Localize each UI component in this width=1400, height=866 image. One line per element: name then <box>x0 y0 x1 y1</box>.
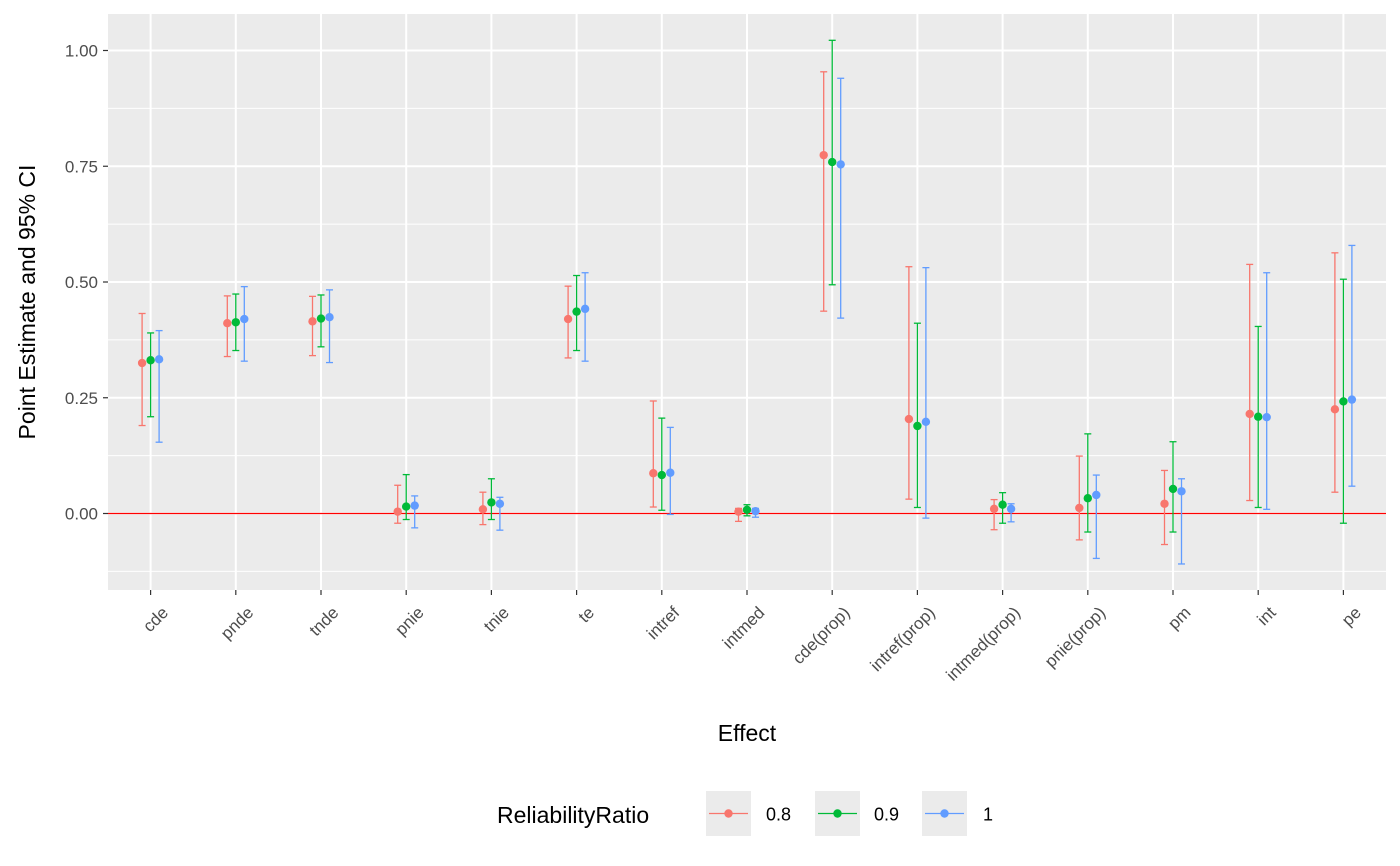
x-tick-label: int <box>1254 603 1280 629</box>
data-point <box>146 356 155 365</box>
data-point <box>308 317 317 326</box>
y-tick-label: 0.75 <box>65 157 98 176</box>
data-point <box>487 498 496 507</box>
data-point <box>913 421 922 431</box>
legend-title: ReliabilityRatio <box>497 802 649 828</box>
x-tick-label: intmed(prop) <box>942 603 1024 685</box>
y-tick-label: 0.25 <box>65 389 98 408</box>
data-point <box>580 304 590 314</box>
y-tick-label: 1.00 <box>65 42 98 61</box>
data-point <box>402 502 411 511</box>
data-point <box>742 505 752 514</box>
y-tick-label: 0.00 <box>65 505 98 524</box>
data-point <box>1339 397 1348 406</box>
series-0.8 <box>137 71 1340 546</box>
data-layer <box>137 39 1357 565</box>
x-tick-label: pm <box>1164 603 1194 633</box>
legend-label: 0.8 <box>766 805 791 825</box>
x-tick-label: intref <box>643 603 683 643</box>
legend: ReliabilityRatio 0.8 0.9 1 <box>497 791 993 836</box>
data-point <box>1262 412 1271 422</box>
series-0.9 <box>146 39 1348 533</box>
x-tick-label: tnde <box>306 603 343 640</box>
series-1 <box>154 77 1357 565</box>
x-axis: cde pnde tnde pnie tnie te intref intmed cde(pro… <box>139 590 1365 685</box>
data-point <box>657 470 666 480</box>
data-point <box>734 507 743 516</box>
data-point <box>154 355 164 364</box>
data-point <box>904 414 914 424</box>
x-tick-label: pnde <box>217 603 257 643</box>
data-point <box>998 500 1007 509</box>
data-point <box>325 312 334 322</box>
data-point <box>649 469 658 478</box>
x-tick-label: pnie <box>391 603 427 639</box>
data-point <box>495 499 505 508</box>
x-tick-label: cde <box>139 603 172 636</box>
data-point <box>836 160 845 169</box>
data-point <box>828 157 837 167</box>
data-point <box>819 150 828 160</box>
x-tick-label: tnie <box>480 603 513 636</box>
data-point <box>1245 409 1254 419</box>
data-point <box>393 507 402 516</box>
y-axis-title: Point Estimate and 95% CI <box>14 165 40 440</box>
x-tick-label: intmed <box>719 603 769 653</box>
x-tick-label: cde(prop) <box>789 603 854 668</box>
legend-label: 1 <box>983 805 993 825</box>
x-tick-label: te <box>575 603 598 626</box>
legend-key-point <box>724 809 733 818</box>
data-point <box>666 468 675 477</box>
data-point <box>572 307 581 316</box>
x-tick-label: intref(prop) <box>867 603 939 675</box>
data-point <box>1347 395 1357 404</box>
data-point <box>137 358 147 368</box>
legend-key-point <box>940 809 949 818</box>
data-point <box>751 506 760 516</box>
x-tick-label: pnie(prop) <box>1041 603 1109 671</box>
data-point <box>478 505 488 514</box>
y-axis: 0.00 0.25 0.50 0.75 1.00 <box>65 42 108 524</box>
data-point <box>1092 490 1101 500</box>
x-tick-label: pe <box>1338 603 1365 630</box>
legend-label: 0.9 <box>874 805 899 825</box>
data-point <box>410 501 419 510</box>
data-point <box>1330 405 1340 414</box>
data-point <box>1083 494 1093 503</box>
y-tick-label: 0.50 <box>65 273 98 292</box>
data-point <box>223 319 232 328</box>
data-point <box>921 417 931 427</box>
data-point <box>240 314 249 324</box>
data-point <box>1177 487 1186 496</box>
data-point <box>231 318 240 327</box>
legend-key-point <box>833 809 842 818</box>
data-point <box>563 314 573 324</box>
data-point <box>1006 504 1016 514</box>
data-point <box>1168 484 1178 494</box>
data-point <box>989 504 999 514</box>
data-point <box>1075 503 1084 513</box>
data-point <box>1254 412 1263 421</box>
data-point <box>316 314 326 323</box>
x-axis-title: Effect <box>718 720 777 746</box>
data-point <box>1160 499 1169 508</box>
